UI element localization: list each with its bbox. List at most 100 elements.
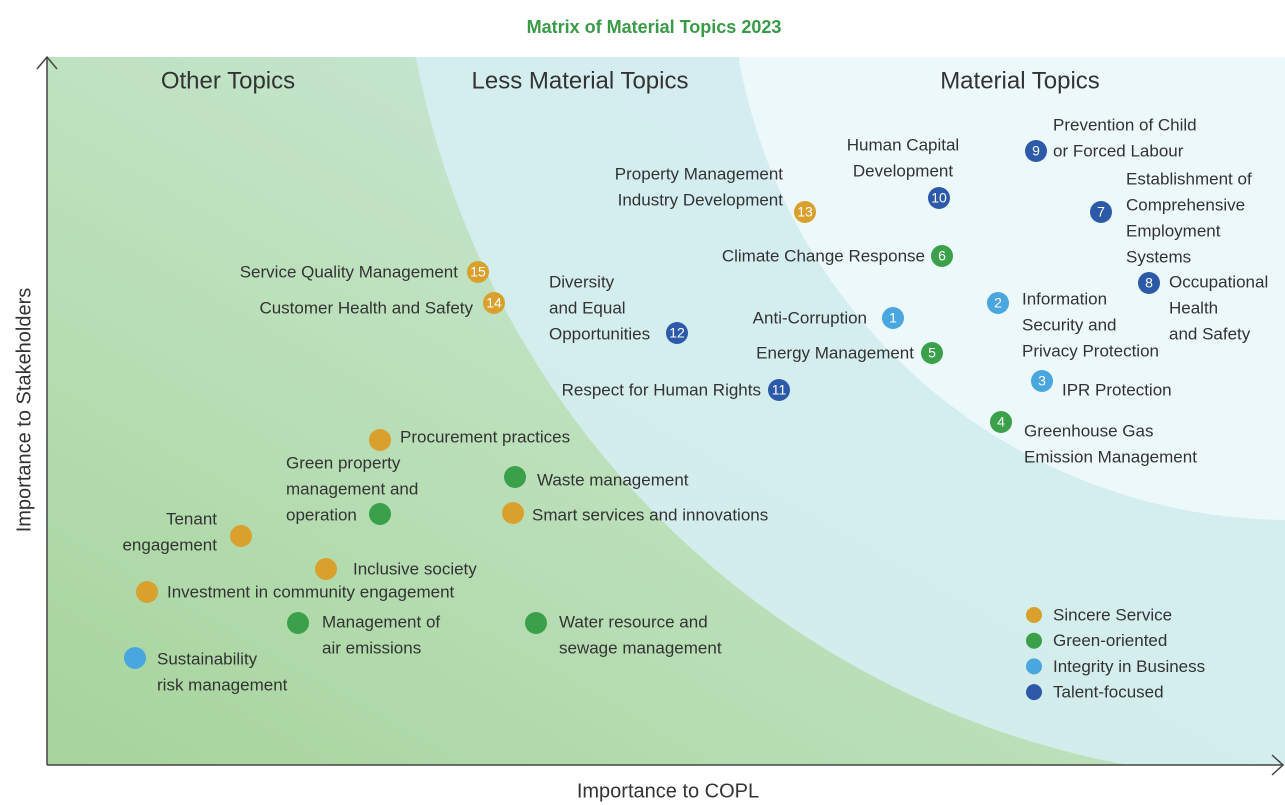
legend-label: Sincere Service (1053, 605, 1172, 624)
topic-label: IPR Protection (1062, 380, 1172, 399)
topic-dot (504, 466, 526, 488)
topic-label: Investment in community engagement (167, 582, 455, 601)
topic-label: Green property (286, 453, 401, 472)
topic-number: 14 (486, 295, 502, 311)
topic-label: Tenant (166, 509, 217, 528)
region-label: Material Topics (940, 67, 1100, 94)
topic-dot (882, 307, 904, 329)
topic-label: and Safety (1169, 324, 1251, 343)
topic-label: Procurement practices (400, 427, 570, 446)
x-axis-label: Importance to COPL (577, 780, 759, 802)
topic-number: 11 (772, 382, 787, 398)
topic-dot (921, 342, 943, 364)
topic-label: Water resource and (559, 612, 708, 631)
topic-number: 4 (997, 414, 1005, 430)
topic-dot (990, 411, 1012, 433)
topic-label: Energy Management (756, 343, 914, 362)
legend-label: Green-oriented (1053, 631, 1167, 650)
topic-label: Inclusive society (353, 559, 477, 578)
topic-dot (794, 201, 816, 223)
topic-number: 5 (928, 345, 936, 361)
topic-label: Management of (322, 612, 440, 631)
topic-dot (315, 558, 337, 580)
topic-dot (230, 525, 252, 547)
topic-dot (369, 429, 391, 451)
topic-dot (287, 612, 309, 634)
topic-label: Diversity (549, 272, 615, 291)
topic-number: 10 (931, 190, 947, 206)
topic-number: 15 (470, 264, 486, 280)
topic-label: management and (286, 479, 418, 498)
axes (36, 55, 1285, 776)
region-label: Other Topics (161, 67, 295, 94)
topic-label: Employment (1126, 221, 1221, 240)
topic-label: air emissions (322, 638, 421, 657)
topic-label: Industry Development (618, 190, 784, 209)
topic-number: 6 (938, 248, 946, 264)
topic-label: Security and (1022, 315, 1117, 334)
topic-label: Human Capital (847, 135, 959, 154)
y-axis-label: Importance to Stakeholders (13, 288, 35, 533)
topic-number: 8 (1145, 275, 1153, 291)
topic-label: Property Management (615, 164, 783, 183)
topic-label: Occupational (1169, 272, 1268, 291)
topic-dot (1138, 272, 1160, 294)
topic-label: operation (286, 505, 357, 524)
topic-label: Prevention of Child (1053, 115, 1197, 134)
topic-label: Establishment of (1126, 169, 1252, 188)
topic-dot (136, 581, 158, 603)
topic-label: Anti-Corruption (753, 308, 867, 327)
legend-dot (1026, 607, 1042, 623)
topic-number: 7 (1097, 204, 1105, 220)
topic-label: Development (853, 161, 953, 180)
region-label: Less Material Topics (472, 67, 689, 94)
topic-dot (467, 261, 489, 283)
topic-label: Waste management (537, 470, 689, 489)
topic-label: Comprehensive (1126, 195, 1245, 214)
topic-label: Opportunities (549, 324, 650, 343)
topic-label: Privacy Protection (1022, 341, 1159, 360)
topic-dot (1025, 140, 1047, 162)
topic-number: 13 (797, 204, 813, 220)
topic-dot (987, 292, 1009, 314)
topic-dot (124, 647, 146, 669)
topic-number: 3 (1038, 373, 1046, 389)
topic-label: Emission Management (1024, 447, 1197, 466)
topic-label: Customer Health and Safety (259, 298, 473, 317)
topic-number: 9 (1032, 143, 1040, 159)
topic-dot (666, 322, 688, 344)
topic-dot (483, 292, 505, 314)
topic-dot (525, 612, 547, 634)
legend-dot (1026, 632, 1042, 649)
topic-label: Information (1022, 289, 1107, 308)
title: Matrix of Material Topics 2023 (527, 17, 782, 37)
legend-label: Talent-focused (1053, 683, 1164, 702)
topic-number: 1 (889, 310, 897, 326)
topic-label: Climate Change Response (722, 246, 925, 265)
topic-dot (928, 187, 950, 209)
legend-label: Integrity in Business (1053, 657, 1205, 676)
topic-label: sewage management (559, 638, 722, 657)
topic-label: Service Quality Management (240, 262, 459, 281)
topic-dot (1090, 201, 1112, 223)
topic-dot (931, 245, 953, 267)
topic-label: Health (1169, 298, 1218, 317)
topic-number: 12 (669, 325, 685, 341)
background (47, 57, 1285, 765)
topic-label: engagement (122, 535, 217, 554)
topic-label: and Equal (549, 298, 626, 317)
topic-number: 2 (994, 295, 1002, 311)
legend-dot (1026, 684, 1042, 701)
topic-label: Sustainability (157, 649, 258, 668)
topic-label: Smart services and innovations (532, 505, 768, 524)
topic-dot (369, 503, 391, 525)
topic-label: Systems (1126, 247, 1191, 266)
topic-dot (502, 502, 524, 524)
topic-label: risk management (157, 675, 288, 694)
topic-label: Respect for Human Rights (562, 380, 761, 399)
legend-dot (1026, 658, 1042, 675)
topic-dot (768, 379, 790, 401)
topic-dot (1031, 370, 1053, 392)
topic-label: Greenhouse Gas (1024, 421, 1153, 440)
